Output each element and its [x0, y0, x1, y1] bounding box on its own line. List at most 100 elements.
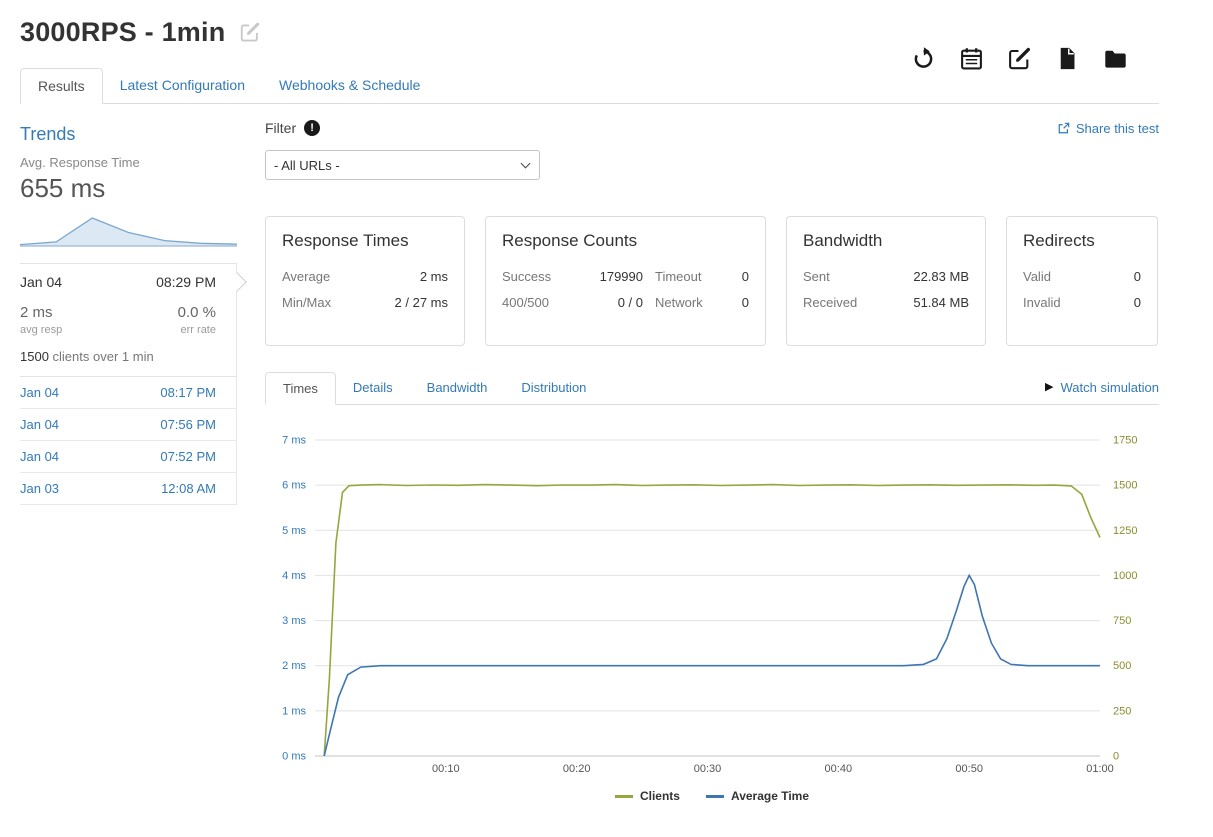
svg-text:00:20: 00:20	[563, 763, 591, 775]
filter-label: Filter	[265, 120, 297, 136]
watch-simulation-label: Watch simulation	[1060, 380, 1160, 395]
run-time: 07:52 PM	[160, 449, 216, 464]
valid-value: 0	[1133, 269, 1141, 284]
times-chart-container: 0 ms 0 1 ms 250 2 ms 500 3 ms 750 4 ms 1000 5 ms 12…	[265, 423, 1159, 804]
avg-resp-value: 2 ms	[20, 304, 53, 321]
sent-value: 22.83 MB	[913, 269, 969, 284]
network-label: Network	[655, 295, 703, 310]
archive-button[interactable]	[1103, 46, 1128, 71]
run-summary: 1500 clients over 1 min	[20, 349, 154, 364]
svg-text:750: 750	[1113, 615, 1131, 627]
svg-text:3 ms: 3 ms	[282, 615, 306, 627]
refresh-button[interactable]	[911, 46, 936, 71]
response-times-card: Response Times Average 2 ms Min/Max 2 / …	[265, 216, 465, 346]
svg-text:0 ms: 0 ms	[282, 751, 306, 763]
svg-text:1500: 1500	[1113, 480, 1137, 492]
main-tab-bar: Results Latest Configuration Webhooks & …	[20, 68, 1159, 104]
page-title: 3000RPS - 1min	[20, 16, 226, 47]
svg-text:1 ms: 1 ms	[282, 705, 306, 717]
share-icon	[1057, 122, 1070, 135]
legend-item-clients[interactable]: Clients	[614, 789, 680, 803]
tab-webhooks-schedule[interactable]: Webhooks & Schedule	[279, 77, 421, 93]
document-icon	[1055, 46, 1080, 71]
run-date: Jan 03	[20, 481, 60, 496]
http-errors-value: 0 / 0	[617, 295, 643, 310]
received-label: Received	[803, 295, 858, 310]
page: 3000RPS - 1min	[19, 12, 1180, 803]
run-history-item[interactable]: Jan 04 07:52 PM	[20, 441, 236, 473]
avg-resp-label: avg resp	[20, 324, 63, 336]
svg-text:500: 500	[1113, 660, 1131, 672]
run-date: Jan 04	[20, 417, 60, 432]
trends-sparkline	[19, 217, 238, 247]
success-label: Success	[502, 269, 552, 284]
svg-text:00:40: 00:40	[825, 763, 853, 775]
bandwidth-card: Bandwidth Sent 22.83 MB Received 51.84 M…	[786, 216, 986, 346]
info-icon[interactable]: !	[304, 120, 321, 136]
trends-title: Trends	[20, 124, 76, 144]
card-title: Response Times	[282, 231, 409, 250]
minmax-value: 2 / 27 ms	[394, 295, 448, 310]
http-errors-label: 400/500	[502, 295, 549, 310]
url-filter-select[interactable]: - All URLs -	[265, 150, 540, 180]
run-time: 12:08 AM	[161, 481, 216, 496]
sent-label: Sent	[803, 269, 830, 284]
edit-test-button[interactable]	[1007, 46, 1032, 71]
chart-legend: Clients Average Time	[265, 789, 1159, 803]
run-history: Jan 04 08:29 PM 2 ms avg resp 0.0 % err …	[20, 263, 247, 505]
minmax-label: Min/Max	[282, 295, 332, 310]
schedule-button[interactable]	[959, 46, 984, 71]
legend-label-average-time: Average Time	[730, 789, 810, 803]
run-time: 08:17 PM	[160, 385, 216, 400]
selected-run-time: 08:29 PM	[156, 274, 216, 290]
selected-run[interactable]: Jan 04 08:29 PM 2 ms avg resp 0.0 % err …	[20, 263, 247, 377]
invalid-value: 0	[1133, 295, 1141, 310]
legend-item-average-time[interactable]: Average Time	[705, 789, 810, 803]
card-title: Response Counts	[502, 231, 638, 250]
svg-text:1250: 1250	[1113, 525, 1137, 537]
svg-text:250: 250	[1113, 705, 1131, 717]
svg-text:5 ms: 5 ms	[282, 525, 306, 537]
average-time-line-swatch	[705, 794, 724, 798]
share-test-label: Share this test	[1075, 120, 1159, 136]
tab-latest-configuration[interactable]: Latest Configuration	[119, 77, 245, 93]
selected-run-date: Jan 04	[20, 274, 63, 290]
results-panel: Filter ! Share this test -	[265, 118, 1159, 803]
chart-tab-bar: Times Details Bandwidth Distribution ▶ W…	[265, 372, 1159, 405]
url-filter: - All URLs -	[265, 150, 540, 180]
svg-text:4 ms: 4 ms	[282, 570, 306, 582]
svg-text:7 ms: 7 ms	[282, 435, 306, 447]
network-value: 0	[741, 295, 749, 310]
watch-simulation-link[interactable]: ▶ Watch simulation	[1045, 380, 1159, 404]
err-rate-label: err rate	[180, 324, 216, 336]
svg-text:01:00: 01:00	[1086, 763, 1114, 775]
run-history-item[interactable]: Jan 04 07:56 PM	[20, 409, 236, 441]
svg-text:1000: 1000	[1113, 570, 1137, 582]
svg-text:6 ms: 6 ms	[282, 480, 306, 492]
run-history-item[interactable]: Jan 04 08:17 PM	[20, 377, 236, 409]
duplicate-button[interactable]	[1055, 46, 1080, 71]
rename-test-icon[interactable]	[239, 21, 261, 43]
share-test-link[interactable]: Share this test	[1057, 121, 1159, 136]
summary-cards: Response Times Average 2 ms Min/Max 2 / …	[265, 216, 1159, 346]
invalid-label: Invalid	[1023, 295, 1061, 310]
err-rate-value: 0.0 %	[177, 304, 216, 321]
run-history-item[interactable]: Jan 03 12:08 AM	[20, 473, 236, 505]
chart-tab-details[interactable]: Details	[352, 380, 393, 395]
run-time: 07:56 PM	[160, 417, 216, 432]
refresh-icon	[911, 46, 936, 71]
clients-line-swatch	[614, 794, 633, 798]
svg-text:00:10: 00:10	[432, 763, 460, 775]
chart-tab-distribution[interactable]: Distribution	[521, 380, 587, 395]
chart-tab-times[interactable]: Times	[265, 372, 336, 405]
header: 3000RPS - 1min	[20, 12, 1180, 52]
compose-icon	[1007, 46, 1032, 71]
redirects-card: Redirects Valid 0 Invalid 0	[1006, 216, 1158, 346]
card-title: Redirects	[1023, 231, 1095, 250]
folder-icon	[1103, 46, 1128, 71]
svg-text:00:30: 00:30	[694, 763, 722, 775]
play-icon: ▶	[1045, 381, 1054, 393]
svg-text:00:50: 00:50	[955, 763, 983, 775]
chart-tab-bandwidth[interactable]: Bandwidth	[426, 380, 488, 395]
tab-results[interactable]: Results	[20, 68, 103, 104]
